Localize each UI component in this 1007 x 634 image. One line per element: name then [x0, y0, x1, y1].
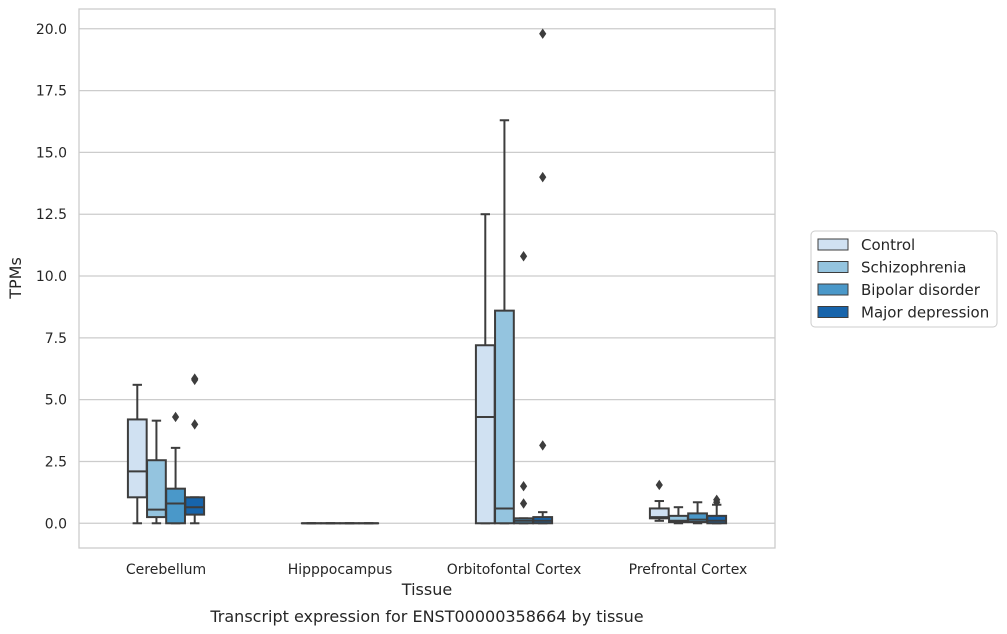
legend-swatch — [817, 261, 849, 273]
box-0-2 — [165, 411, 186, 525]
chart-caption: Transcript expression for ENST0000035866… — [209, 607, 643, 626]
outlier-point — [171, 411, 180, 423]
legend-label: Bipolar disorder — [861, 281, 981, 299]
outlier-point — [191, 419, 199, 430]
box-2-2 — [513, 251, 534, 525]
y-tick-label: 7.5 — [45, 331, 67, 347]
y-tick-label: 15.0 — [36, 145, 67, 161]
box-0-0 — [126, 383, 148, 525]
box-plot-series — [126, 28, 728, 525]
grid-lines — [79, 28, 775, 524]
outlier-point — [539, 28, 547, 39]
outlier-point — [191, 373, 199, 384]
legend-swatch — [817, 238, 849, 251]
outlier-point — [539, 440, 547, 451]
y-tick-label: 10.0 — [36, 269, 67, 285]
outlier-point — [655, 479, 663, 491]
box-body — [146, 459, 167, 519]
outlier-point — [519, 498, 528, 509]
y-tick-label: 20.0 — [36, 22, 67, 38]
box-0-3 — [184, 373, 206, 525]
box-3-2 — [687, 501, 708, 525]
x-tick-label: Orbitofontal Cortex — [447, 562, 582, 578]
y-axis-ticks: 0.0 2.5 5.0 7.5 10.0 12.5 15.0 17.5 20.0 — [36, 22, 67, 532]
y-tick-label: 12.5 — [36, 207, 67, 223]
legend: Control Schizophrenia Bipolar disorder Majo… — [810, 230, 998, 328]
outlier-point — [713, 494, 721, 505]
outlier-point — [519, 480, 528, 492]
legend-swatch — [817, 306, 849, 318]
box-body — [126, 418, 148, 499]
x-tick-label: Cerebellum — [126, 562, 206, 578]
y-tick-label: 0.0 — [45, 516, 67, 532]
box-body — [165, 487, 186, 525]
legend-label: Control — [861, 236, 915, 254]
box-3-0 — [648, 479, 670, 522]
legend-label: Schizophrenia — [861, 259, 966, 277]
box-body — [184, 496, 206, 516]
box-body — [687, 512, 708, 524]
y-tick-label: 17.5 — [36, 84, 67, 100]
outlier-point — [539, 171, 547, 183]
plot-area-frame — [78, 8, 776, 549]
box-3-3 — [706, 494, 728, 525]
x-tick-label: Hipppocampus — [288, 562, 393, 578]
box-body — [474, 344, 496, 525]
box-2-1 — [494, 119, 515, 525]
box-3-1 — [668, 506, 689, 525]
box-body — [648, 507, 670, 520]
box-body — [494, 309, 515, 525]
legend-swatch — [817, 283, 849, 296]
box-2-0 — [474, 213, 496, 525]
x-axis-title: Tissue — [401, 580, 452, 599]
legend-label: Major depression — [861, 304, 989, 322]
box-0-1 — [146, 419, 167, 525]
outlier-point — [519, 251, 528, 262]
x-tick-label: Prefrontal Cortex — [629, 562, 748, 578]
y-axis-title: TPMs — [6, 257, 25, 300]
box-2-3 — [532, 28, 554, 525]
legend-frame — [810, 230, 998, 328]
y-tick-label: 2.5 — [45, 454, 67, 470]
y-tick-label: 5.0 — [45, 393, 67, 409]
box-body — [706, 514, 728, 525]
x-axis-ticks: Cerebellum Hipppocampus Orbitofontal Corte… — [126, 562, 747, 578]
